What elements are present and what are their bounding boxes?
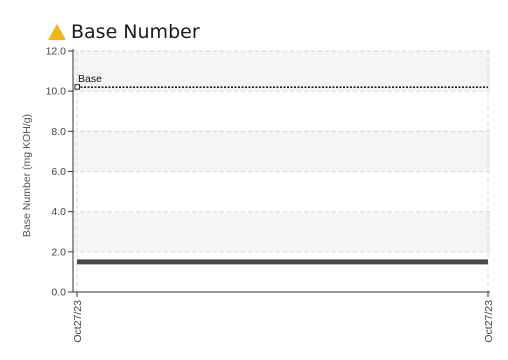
x-tick-label: Oct27/23 — [483, 300, 495, 343]
y-ticks: 0.0 2.0 4.0 6.0 8.0 10.0 12.0 — [46, 46, 73, 299]
y-tick-label: 2.0 — [51, 246, 66, 258]
plot-bands — [73, 51, 490, 252]
plot-band — [73, 211, 490, 252]
y-axis-title: Base Number (mg KOH/g) — [21, 114, 33, 237]
x-tick-label: Oct27/23 — [72, 300, 84, 343]
y-tick-label: 6.0 — [51, 166, 66, 178]
y-tick-label: 4.0 — [51, 206, 66, 218]
y-tick-label: 0.0 — [51, 287, 66, 299]
x-ticks: Oct27/23 Oct27/23 — [72, 292, 495, 343]
warning-triangle-icon — [48, 24, 66, 40]
chart-header: Base Number — [47, 20, 200, 44]
plot-band — [73, 131, 490, 172]
reference-marker — [74, 84, 80, 90]
y-tick-label: 8.0 — [51, 126, 66, 138]
chart-title: Base Number — [71, 21, 200, 43]
reference-label: Base — [78, 73, 102, 85]
y-tick-label: 10.0 — [46, 86, 67, 98]
y-tick-label: 12.0 — [46, 46, 67, 58]
plot-band — [73, 51, 490, 92]
grid-lines — [73, 50, 490, 292]
reference-line-group: Base — [74, 73, 488, 90]
